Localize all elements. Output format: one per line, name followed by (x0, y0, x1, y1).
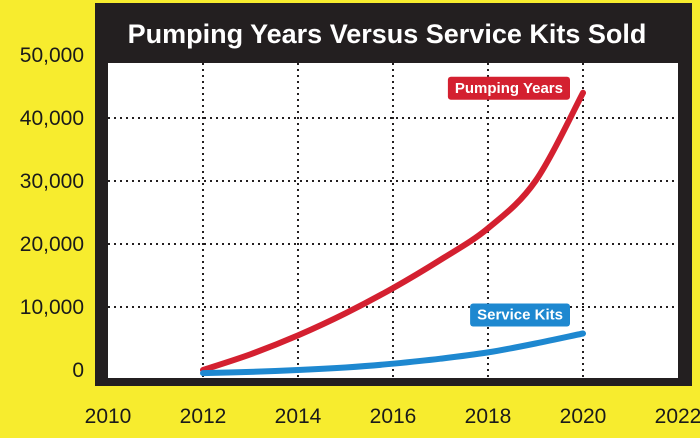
x-tick-label: 2016 (370, 405, 417, 428)
y-tick-label: 0 (72, 359, 84, 382)
y-tick-label: 30,000 (20, 170, 84, 193)
series-line-pumping-years (200, 89, 586, 373)
x-tick-label: 2014 (275, 405, 322, 428)
series-label-badge (447, 76, 570, 100)
series-label-text: Pumping Years (455, 80, 563, 97)
series-label-badge (470, 303, 570, 327)
series-label-pumping-years: Pumping Years (447, 76, 570, 100)
series-label-service-kits: Service Kits (470, 303, 570, 327)
series-group (200, 89, 586, 377)
x-tick-label: 2022 (655, 405, 700, 428)
y-tick-label: 50,000 (20, 44, 84, 67)
series-labels: Pumping Years Service Kits (447, 76, 570, 327)
y-tick-label: 40,000 (20, 107, 84, 130)
y-tick-label: 20,000 (20, 233, 84, 256)
x-tick-label: 2018 (465, 405, 512, 428)
grid-lines (108, 54, 678, 378)
x-tick-label: 2012 (180, 405, 227, 428)
y-axis-ticks: 0 10,000 20,000 30,000 40,000 50,000 (20, 44, 84, 382)
y-tick-label: 10,000 (20, 296, 84, 319)
x-tick-label: 2020 (560, 405, 607, 428)
series-label-text: Service Kits (477, 306, 563, 323)
chart-title: Pumping Years Versus Service Kits Sold (128, 19, 647, 49)
x-axis-ticks: 2010 2012 2014 2016 2018 2020 2022 (85, 405, 700, 428)
series-line-service-kits (200, 330, 586, 377)
x-tick-label: 2010 (85, 405, 132, 428)
